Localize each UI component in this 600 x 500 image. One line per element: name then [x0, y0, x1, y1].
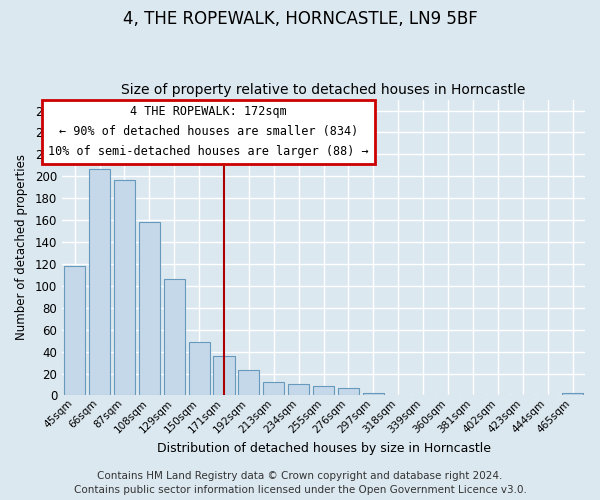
Bar [164, 280, 185, 396]
Text: 4 THE ROPEWALK: 172sqm
← 90% of detached houses are smaller (834)
10% of semi-de: 4 THE ROPEWALK: 172sqm ← 90% of detached… [48, 106, 369, 158]
Bar [288, 384, 309, 396]
Bar [263, 382, 284, 396]
X-axis label: Distribution of detached houses by size in Horncastle: Distribution of detached houses by size … [157, 442, 491, 455]
Bar [188, 342, 209, 396]
Bar [139, 222, 160, 396]
Title: Size of property relative to detached houses in Horncastle: Size of property relative to detached ho… [121, 83, 526, 97]
Bar [562, 393, 583, 396]
Bar [238, 370, 259, 396]
Text: 4, THE ROPEWALK, HORNCASTLE, LN9 5BF: 4, THE ROPEWALK, HORNCASTLE, LN9 5BF [122, 10, 478, 28]
Bar [114, 180, 135, 396]
Y-axis label: Number of detached properties: Number of detached properties [15, 154, 28, 340]
Bar [89, 168, 110, 396]
Bar [363, 393, 384, 396]
Bar [214, 356, 235, 396]
Bar [64, 266, 85, 396]
Bar [338, 388, 359, 396]
Bar [313, 386, 334, 396]
Text: Contains HM Land Registry data © Crown copyright and database right 2024.
Contai: Contains HM Land Registry data © Crown c… [74, 471, 526, 495]
